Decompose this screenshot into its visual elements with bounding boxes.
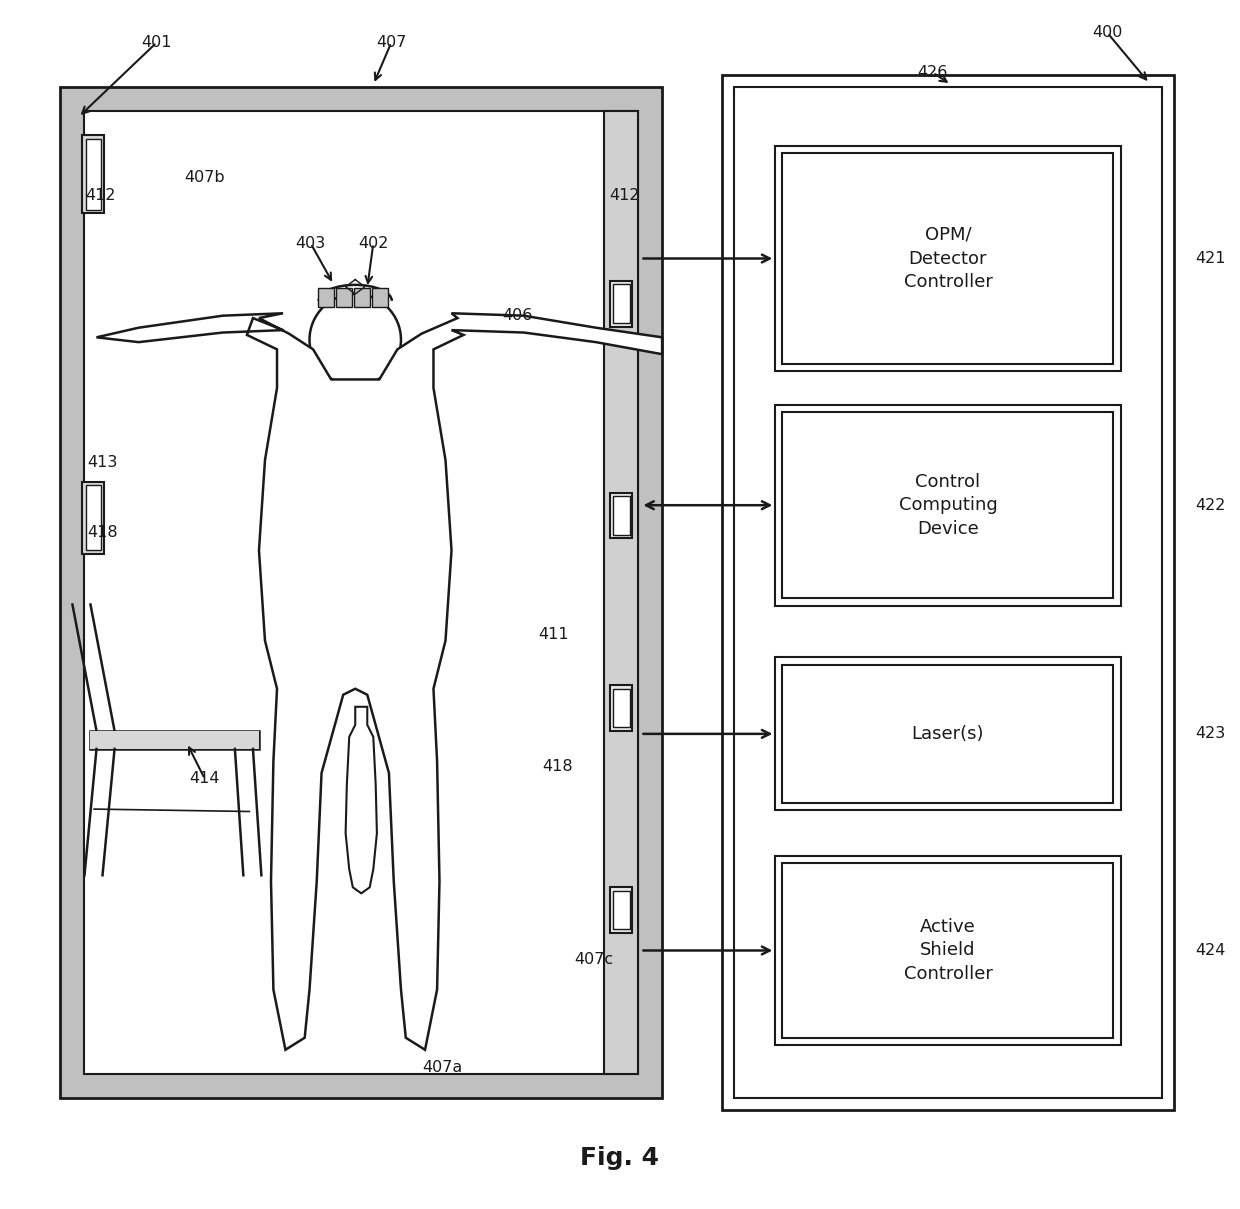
Text: 407a: 407a xyxy=(422,1060,463,1075)
Text: Active
Shield
Controller: Active Shield Controller xyxy=(904,918,992,983)
Bar xyxy=(782,412,1114,598)
Text: 411: 411 xyxy=(538,627,569,642)
Bar xyxy=(610,280,632,326)
Bar xyxy=(775,146,1121,371)
Bar xyxy=(610,887,632,933)
Bar xyxy=(604,111,639,1074)
Text: 403: 403 xyxy=(295,236,326,251)
Text: 402: 402 xyxy=(358,236,388,251)
Bar xyxy=(82,481,104,554)
Bar xyxy=(782,863,1114,1037)
Bar xyxy=(613,689,630,728)
Text: 422: 422 xyxy=(1195,498,1225,513)
Text: Laser(s): Laser(s) xyxy=(911,725,985,742)
Text: 421: 421 xyxy=(1195,251,1226,266)
Text: 407: 407 xyxy=(376,35,407,50)
Bar xyxy=(86,139,102,210)
Bar xyxy=(61,87,662,1098)
Bar xyxy=(610,492,632,538)
Bar xyxy=(722,75,1173,1110)
Text: 407b: 407b xyxy=(185,169,226,185)
Bar xyxy=(372,288,388,307)
PathPatch shape xyxy=(97,313,662,1049)
Text: 400: 400 xyxy=(1092,25,1122,40)
Bar xyxy=(91,731,259,748)
Bar xyxy=(775,658,1121,810)
Text: 401: 401 xyxy=(141,35,172,50)
Bar xyxy=(775,856,1121,1045)
Text: 418: 418 xyxy=(87,525,118,539)
Bar xyxy=(91,731,259,748)
Bar xyxy=(336,288,352,307)
Text: 414: 414 xyxy=(190,771,219,787)
Text: 424: 424 xyxy=(1195,943,1225,958)
Circle shape xyxy=(310,294,401,386)
Text: 406: 406 xyxy=(502,308,533,323)
Bar xyxy=(613,891,630,930)
Bar xyxy=(613,284,630,323)
Bar xyxy=(734,87,1162,1098)
Bar xyxy=(84,111,639,1074)
Text: 407c: 407c xyxy=(574,951,613,967)
Bar xyxy=(775,405,1121,606)
Text: 423: 423 xyxy=(1195,727,1225,741)
Bar xyxy=(317,288,334,307)
Text: Fig. 4: Fig. 4 xyxy=(580,1146,660,1170)
Text: 413: 413 xyxy=(87,455,118,470)
Text: 412: 412 xyxy=(610,187,640,203)
Bar xyxy=(84,111,639,1074)
Text: 426: 426 xyxy=(918,65,949,80)
Bar xyxy=(86,485,102,550)
Bar xyxy=(355,288,370,307)
Bar xyxy=(782,665,1114,803)
Text: 418: 418 xyxy=(542,759,573,775)
Text: OPM/
Detector
Controller: OPM/ Detector Controller xyxy=(904,226,992,291)
Text: 412: 412 xyxy=(84,187,115,203)
Bar xyxy=(610,686,632,731)
Text: Control
Computing
Device: Control Computing Device xyxy=(899,473,997,538)
Bar xyxy=(613,496,630,534)
PathPatch shape xyxy=(346,707,377,893)
Bar xyxy=(82,135,104,213)
Bar xyxy=(782,154,1114,364)
